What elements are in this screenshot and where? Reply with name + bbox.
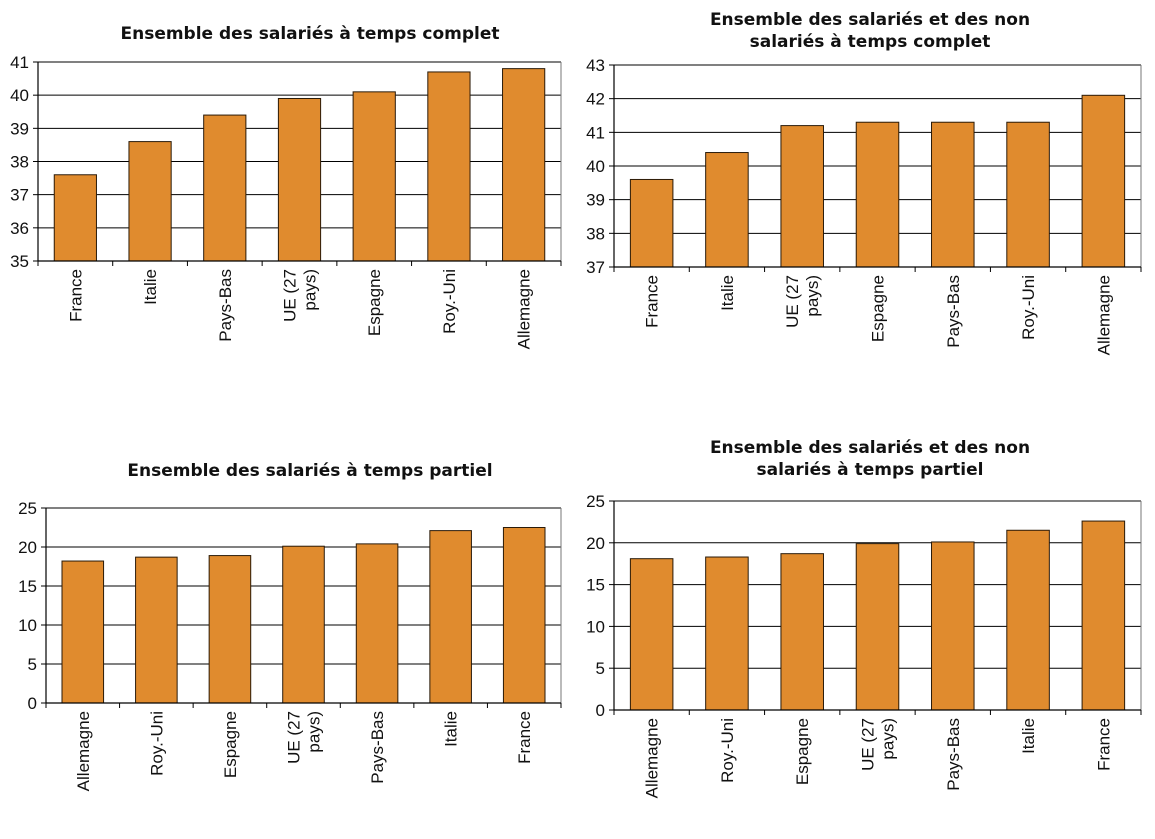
x-category-label: Allemagne	[643, 718, 662, 798]
bar-chart: 37 38 39 40 41 42 43 France Italie UE (27pays) Esp…	[586, 56, 1142, 355]
x-category-label: Roy.-Uni	[147, 711, 166, 776]
y-tick-label: 41	[586, 123, 605, 142]
x-category-label: France	[515, 711, 534, 764]
bar-allemagne	[61, 560, 105, 704]
y-tick-label: 0	[596, 701, 605, 720]
bar-allemagne	[502, 68, 546, 262]
x-category-label: Pays-Bas	[944, 275, 963, 348]
x-category-label: UE (27pays)	[285, 711, 324, 764]
y-tick-label: 39	[10, 119, 29, 138]
bar-espagne	[352, 91, 396, 262]
y-tick-label: 10	[18, 616, 37, 635]
x-category-label: Italie	[442, 711, 461, 747]
bar-roy-uni	[427, 71, 471, 262]
y-tick-label: 10	[586, 617, 605, 636]
y-tick-label: 37	[586, 258, 605, 277]
y-tick-label: 5	[28, 655, 37, 674]
bar-ue-27-pays	[855, 543, 900, 711]
chart-title: Ensemble des salariés à temps complet	[120, 24, 500, 44]
y-tick-label: 35	[10, 252, 29, 271]
x-category-label: Pays-Bas	[216, 269, 235, 342]
y-tick-label: 5	[596, 659, 605, 678]
x-category-label: France	[643, 275, 662, 328]
bar-pays-bas	[931, 541, 975, 711]
bar-roy-uni	[705, 556, 749, 711]
bar-allemagne	[1081, 94, 1126, 268]
x-category-label: France	[66, 269, 85, 322]
chart-panel-salaries-non-salaries-temps-complet: Ensemble des salariés et des non salarié…	[580, 0, 1155, 410]
bar-italie	[1006, 529, 1050, 711]
x-category-label: Italie	[141, 269, 160, 305]
bar-chart: 35 36 37 38 39 40 41 France Italie Pays-Bas UE (27…	[10, 53, 562, 349]
y-tick-label: 0	[28, 694, 37, 713]
x-category-label: UE (27pays)	[783, 275, 822, 328]
bar-chart: 0 5 10 15 20 25 Allemagne Roy.-Uni Espagne UE (27…	[586, 492, 1142, 798]
x-category-label: UE (27pays)	[281, 269, 320, 322]
y-tick-label: 20	[586, 534, 605, 553]
bar-france	[502, 527, 546, 704]
y-tick-label: 43	[586, 56, 605, 75]
x-category-label: Pays-Bas	[368, 711, 387, 784]
x-category-label: Allemagne	[515, 269, 534, 349]
bar-allemagne	[629, 558, 674, 711]
bar-ue-27-pays	[780, 125, 824, 268]
bar-france	[53, 174, 97, 262]
y-tick-label: 40	[10, 86, 29, 105]
x-category-label: France	[1094, 718, 1113, 771]
bar-roy-uni	[135, 556, 178, 704]
x-category-label: Italie	[718, 275, 737, 311]
bar-italie	[705, 152, 749, 268]
y-tick-label: 38	[586, 224, 605, 243]
chart-title: Ensemble des salariés et des non salarié…	[709, 10, 1031, 52]
x-category-label: Allemagne	[1094, 275, 1113, 355]
bar-france	[1081, 520, 1126, 711]
y-tick-label: 36	[10, 219, 29, 238]
y-tick-label: 37	[10, 186, 29, 205]
chart-title: Ensemble des salariés et des non salarié…	[709, 438, 1031, 480]
y-tick-label: 25	[586, 492, 605, 511]
x-category-label: Pays-Bas	[944, 718, 963, 791]
bar-espagne	[780, 553, 824, 711]
y-tick-label: 15	[586, 576, 605, 595]
bar-ue-27-pays	[282, 545, 325, 704]
bar-roy-uni	[1006, 121, 1050, 268]
x-category-label: Roy.-Uni	[440, 269, 459, 334]
bar-italie	[429, 530, 472, 704]
bar-ue-27-pays	[277, 97, 322, 262]
chart-title: Ensemble des salariés à temps partiel	[127, 461, 493, 481]
bar-pays-bas	[355, 543, 399, 704]
x-category-label: Espagne	[365, 269, 384, 336]
y-tick-label: 38	[10, 153, 29, 172]
y-tick-label: 39	[586, 191, 605, 210]
x-category-label: UE (27pays)	[859, 718, 898, 771]
y-tick-label: 25	[18, 499, 37, 518]
bar-france	[629, 178, 674, 268]
bar-espagne	[855, 121, 900, 268]
y-tick-label: 40	[586, 157, 605, 176]
y-tick-label: 41	[10, 53, 29, 72]
chart-panel-salaries-temps-complet: Ensemble des salariés à temps complet 35…	[0, 0, 580, 410]
x-category-label: Roy.-Uni	[718, 718, 737, 783]
x-category-label: Espagne	[221, 711, 240, 778]
bar-espagne	[208, 555, 252, 704]
x-category-label: Italie	[1019, 718, 1038, 754]
x-category-label: Allemagne	[74, 711, 93, 791]
bar-pays-bas	[931, 121, 975, 268]
chart-panel-salaries-temps-partiel: Ensemble des salariés à temps partiel 0 5…	[0, 420, 580, 839]
x-category-label: Espagne	[869, 275, 888, 342]
x-category-label: Roy.-Uni	[1019, 275, 1038, 340]
y-tick-label: 42	[586, 90, 605, 109]
x-category-label: Espagne	[793, 718, 812, 785]
bar-pays-bas	[203, 114, 247, 262]
y-tick-label: 20	[18, 538, 37, 557]
bar-chart: 0 5 10 15 20 25 Allemagne Roy.-Uni Espagne UE (27…	[18, 499, 562, 791]
y-tick-label: 15	[18, 577, 37, 596]
bar-italie	[128, 141, 172, 262]
chart-panel-salaries-non-salaries-temps-partiel: Ensemble des salariés et des non salarié…	[580, 420, 1155, 839]
